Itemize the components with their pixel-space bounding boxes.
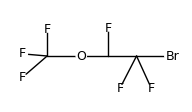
Text: O: O [76, 50, 86, 62]
Circle shape [76, 53, 86, 59]
Circle shape [146, 85, 156, 91]
Text: Br: Br [166, 50, 179, 62]
Circle shape [17, 51, 27, 57]
Text: F: F [148, 82, 155, 95]
Circle shape [42, 26, 52, 32]
Text: F: F [44, 23, 51, 36]
Text: F: F [104, 22, 112, 34]
Text: F: F [19, 71, 26, 84]
Circle shape [103, 25, 113, 31]
Text: F: F [19, 47, 26, 60]
Circle shape [17, 74, 27, 81]
Circle shape [115, 85, 125, 91]
Circle shape [165, 52, 180, 60]
Text: F: F [116, 82, 123, 95]
